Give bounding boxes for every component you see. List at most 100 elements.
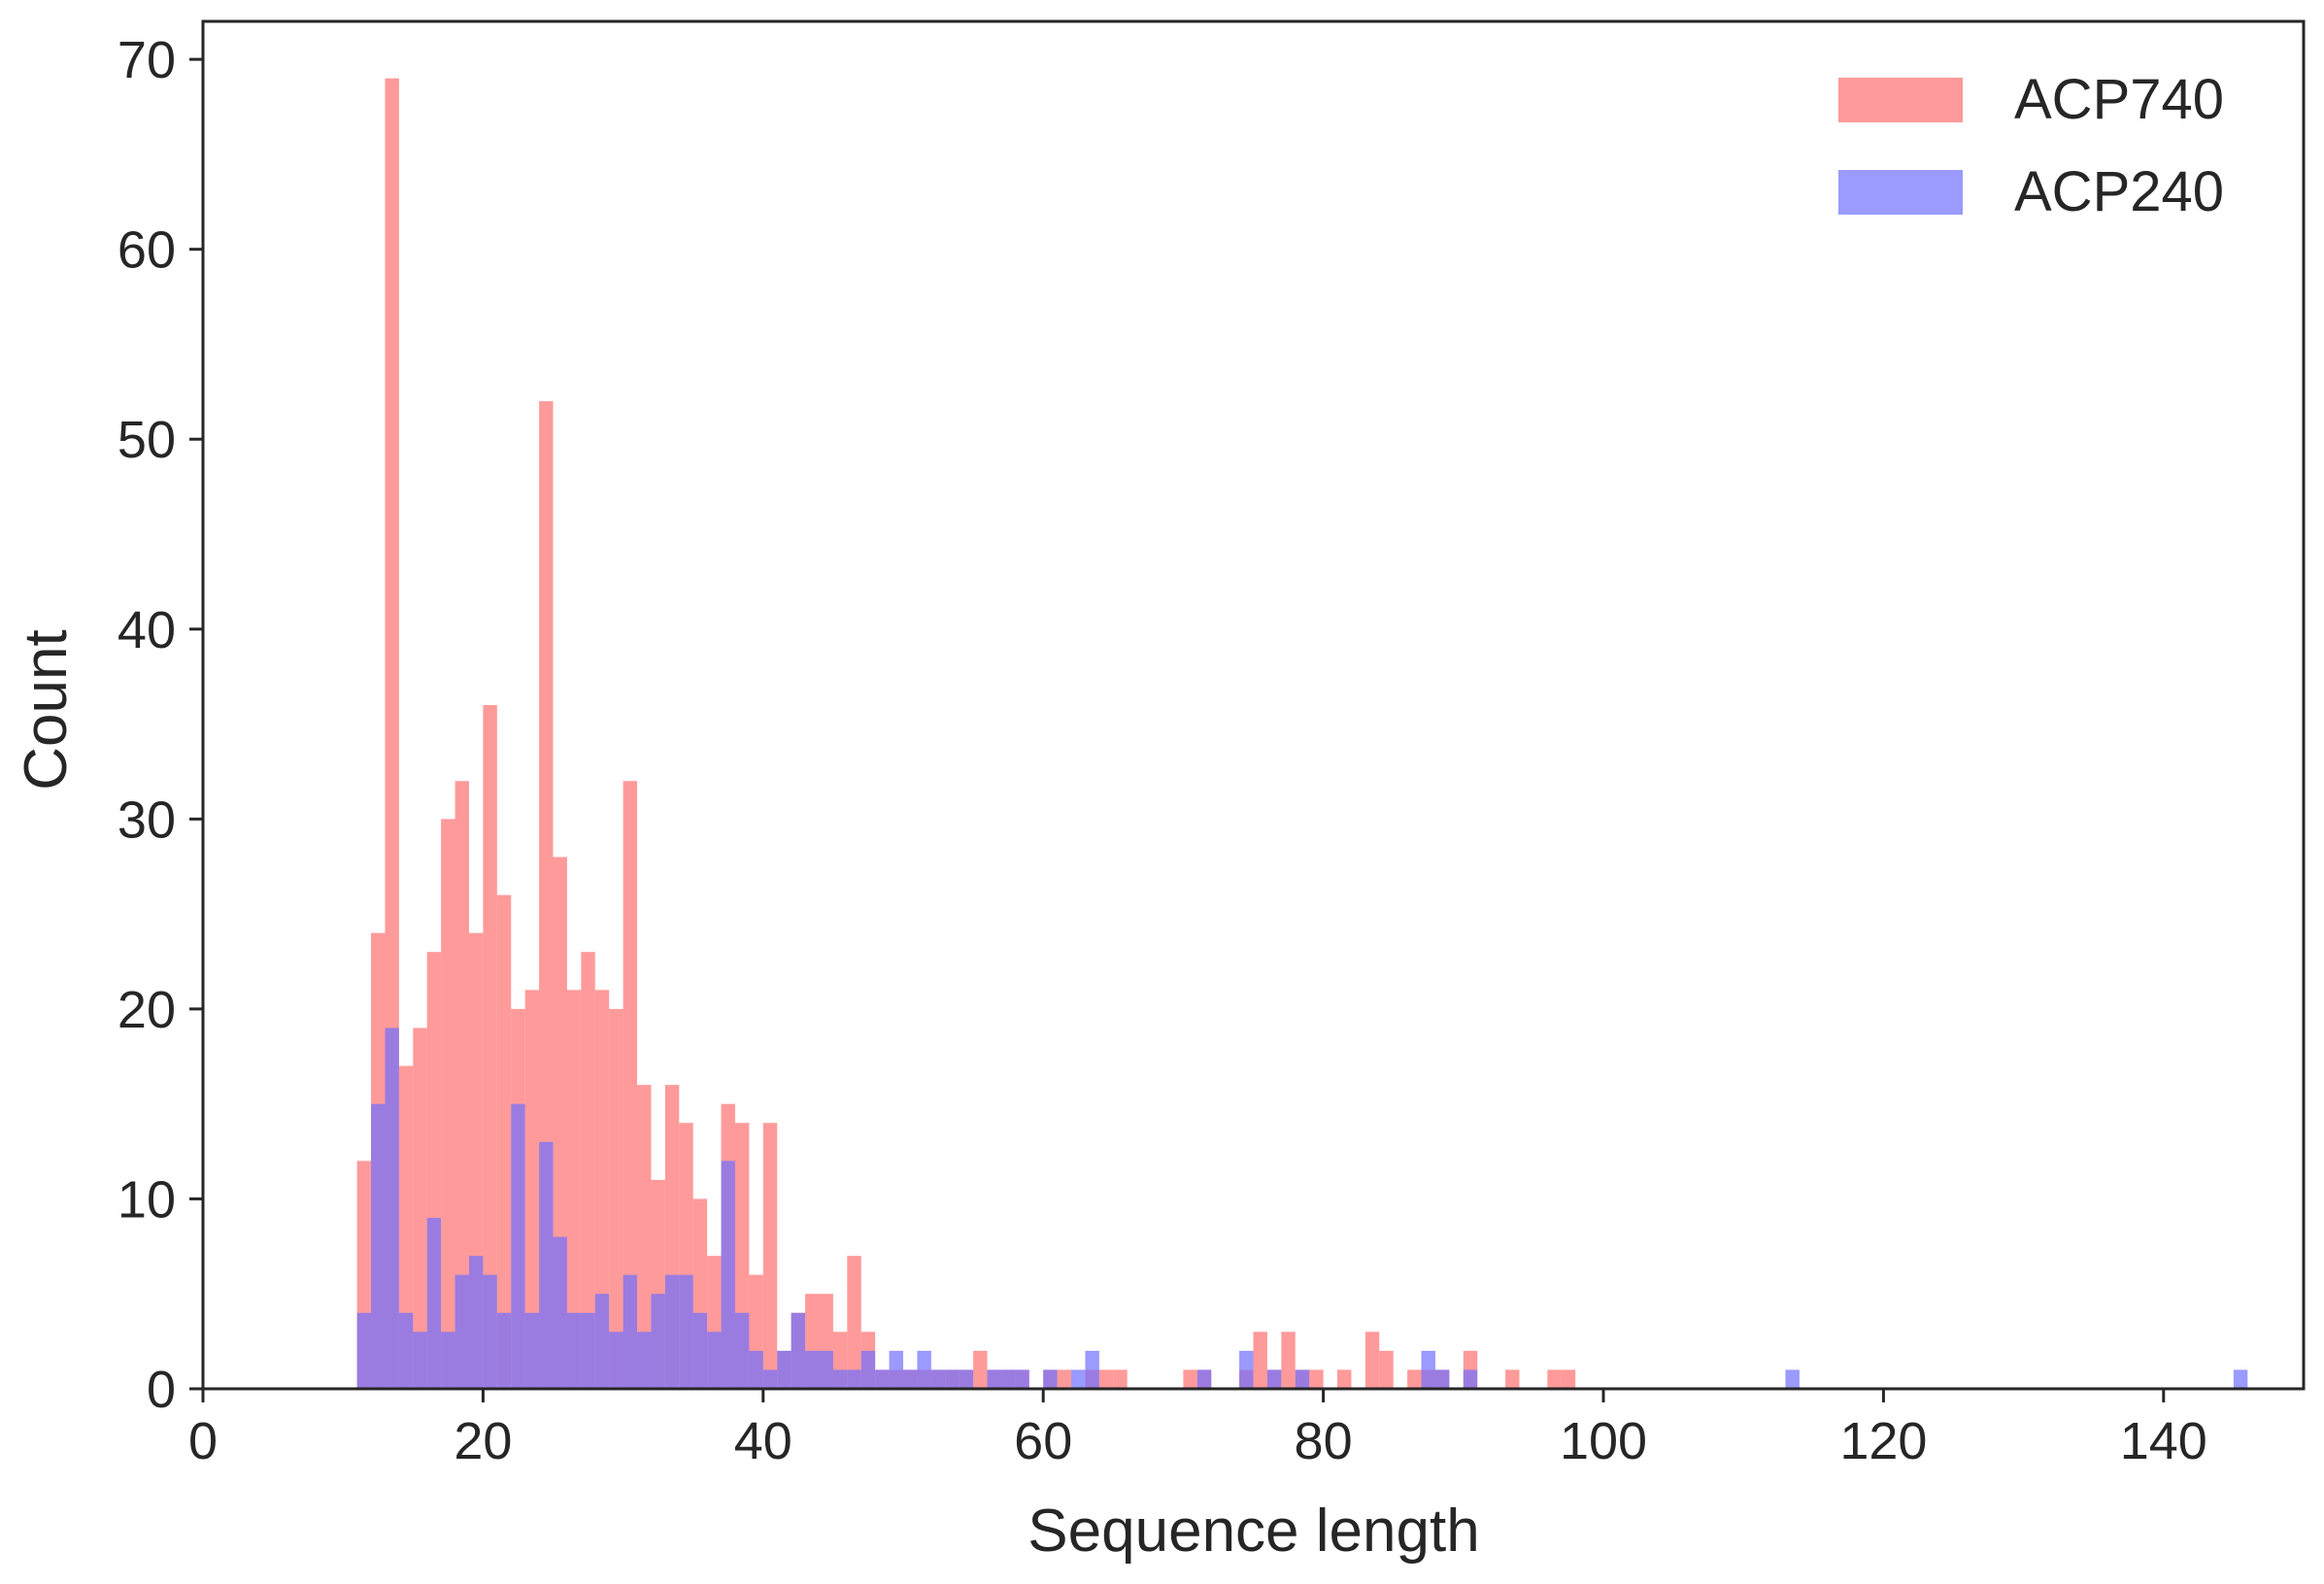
histogram-bar: [524, 1312, 540, 1389]
histogram-bar: [651, 1294, 665, 1389]
x-tick-label: 120: [1839, 1412, 1927, 1470]
histogram-bar: [987, 1369, 1001, 1389]
histogram-bar: [959, 1369, 974, 1389]
legend-swatch: [1838, 78, 1963, 122]
histogram-bar: [455, 781, 469, 1389]
bars-layer: [356, 78, 2248, 1390]
histogram-bar: [524, 990, 540, 1389]
histogram-bar: [1463, 1369, 1478, 1389]
histogram-bar: [832, 1369, 848, 1389]
histogram-bar: [385, 1028, 399, 1389]
y-tick-label: 60: [118, 221, 176, 280]
histogram-bar: [581, 952, 595, 1389]
histogram-bar: [1183, 1369, 1197, 1389]
histogram-bar: [762, 1123, 778, 1389]
histogram-bar: [1364, 1331, 1380, 1389]
y-tick-label: 10: [118, 1170, 176, 1229]
histogram-bar: [371, 1103, 386, 1389]
y-tick-label: 30: [118, 791, 176, 849]
ticks-layer: 0 20 40 60 80 100 120 140 0 10 20 30 40 50 60 70: [118, 31, 2207, 1470]
histogram-bar: [1113, 1369, 1128, 1389]
histogram-bar: [553, 1236, 567, 1389]
histogram-bar: [1253, 1331, 1267, 1389]
histogram-bar: [623, 781, 638, 1389]
histogram-bar: [1309, 1369, 1324, 1389]
histogram-bar: [539, 1141, 554, 1389]
histogram-bar: [637, 1331, 652, 1389]
histogram-bar: [483, 1274, 497, 1389]
histogram-bar: [917, 1350, 931, 1389]
histogram-bar: [398, 1065, 414, 1389]
histogram-bar: [1196, 1369, 1212, 1389]
x-tick-label: 80: [1295, 1412, 1353, 1470]
legend-swatch: [1838, 170, 1963, 215]
histogram-bar: [441, 1331, 455, 1389]
histogram-bar: [875, 1369, 890, 1389]
histogram-bar: [609, 1008, 623, 1389]
histogram-bar: [1337, 1369, 1352, 1389]
histogram-bar: [1098, 1369, 1114, 1389]
histogram-bar: [496, 894, 512, 1389]
legend-label: ACP740: [2014, 68, 2224, 131]
histogram-bar: [749, 1350, 763, 1389]
histogram-bar: [903, 1369, 918, 1389]
x-tick-label: 100: [1560, 1412, 1647, 1470]
plot-frame: [201, 19, 2306, 1391]
histogram-bar: [511, 1103, 525, 1389]
x-tick-label: 20: [454, 1412, 512, 1470]
histogram-bar: [930, 1369, 946, 1389]
histogram-bar: [734, 1312, 750, 1389]
y-tick-label: 20: [118, 981, 176, 1039]
histogram-bar: [483, 705, 497, 1389]
x-axis-label: Sequence length: [1027, 1498, 1479, 1565]
histogram-bar: [707, 1331, 722, 1389]
histogram-bar: [441, 819, 455, 1389]
histogram-bar: [762, 1369, 778, 1389]
histogram-bar: [496, 1312, 512, 1389]
histogram-bar: [889, 1350, 903, 1389]
histogram-bar: [973, 1350, 988, 1389]
histogram-bar: [1015, 1369, 1029, 1389]
histogram-bar: [413, 1028, 427, 1389]
x-tick-label: 40: [734, 1412, 792, 1470]
histogram-bar: [566, 990, 582, 1389]
histogram-bar: [945, 1369, 960, 1389]
legend: ACP740 ACP240: [1838, 68, 2224, 223]
histogram-bar: [847, 1369, 861, 1389]
y-tick-label: 40: [118, 601, 176, 659]
axes-layer: [201, 19, 2306, 1391]
histogram-bar: [1000, 1369, 1016, 1389]
x-tick-label: 140: [2120, 1412, 2207, 1470]
histogram-bar: [777, 1350, 792, 1389]
histogram-bar: [1085, 1350, 1099, 1389]
histogram-bar: [819, 1350, 833, 1389]
histogram-bar: [1057, 1369, 1072, 1389]
histogram-bar: [413, 1331, 427, 1389]
histogram-bar: [1295, 1369, 1310, 1389]
histogram-bar: [1043, 1369, 1058, 1389]
legend-label: ACP240: [2014, 160, 2224, 223]
histogram-bar: [1281, 1331, 1296, 1389]
histogram-bar: [1379, 1350, 1394, 1389]
histogram-bar: [468, 1256, 484, 1389]
histogram-bar: [2233, 1369, 2248, 1389]
series-acp240: [356, 1028, 2248, 1389]
histogram-bar: [594, 990, 610, 1389]
histogram-bar: [679, 1274, 693, 1389]
histogram-bar: [1785, 1369, 1800, 1389]
histogram-bar: [426, 1218, 442, 1389]
histogram-bar: [847, 1256, 861, 1389]
histogram-bar: [1547, 1369, 1562, 1389]
histogram-bar: [1239, 1350, 1254, 1389]
histogram-bar: [1561, 1369, 1576, 1389]
y-tick-label: 50: [118, 411, 176, 469]
histogram-bar: [1434, 1369, 1450, 1389]
histogram-bar: [1071, 1369, 1086, 1389]
histogram-bar: [1266, 1369, 1282, 1389]
histogram-bar: [1505, 1369, 1520, 1389]
histogram-bar: [860, 1350, 876, 1389]
histogram-bar: [623, 1274, 638, 1389]
histogram-bar: [594, 1294, 610, 1389]
histogram-bar: [356, 1312, 372, 1389]
